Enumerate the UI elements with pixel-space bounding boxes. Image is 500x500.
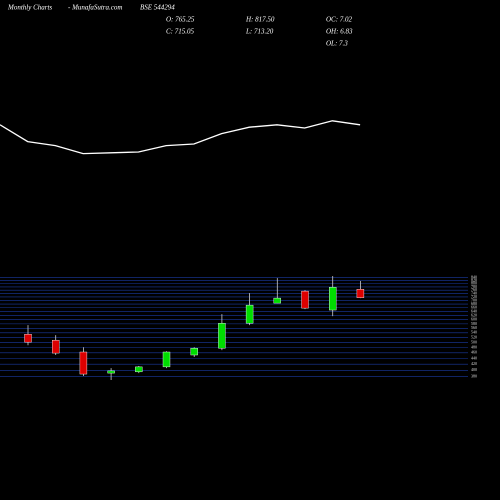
y-tick-label: 700	[471, 297, 477, 302]
y-tick-label: 540	[471, 330, 477, 335]
open-label: O: 765.25	[166, 16, 195, 24]
y-tick-label: 460	[471, 350, 477, 355]
candle-body	[329, 287, 337, 311]
candle-body	[135, 366, 143, 373]
y-tick-label: 580	[471, 321, 477, 326]
y-tick-label: 720	[471, 294, 477, 299]
candle-body	[107, 370, 115, 374]
y-tick-label: 840	[471, 275, 477, 280]
candle-body	[190, 348, 198, 356]
site-label: Monthly Charts	[7, 4, 52, 12]
y-tick-label: 760	[471, 287, 477, 292]
ol-label: OL: 7.3	[326, 40, 348, 48]
oc-label: OC: 7.02	[326, 16, 353, 24]
candle-body	[162, 351, 171, 368]
y-tick-label: 600	[471, 317, 477, 322]
candle-body	[245, 304, 254, 324]
y-tick-label: 800	[471, 281, 477, 286]
y-tick-label: 820	[471, 278, 477, 283]
high-label: H: 817.50	[245, 16, 275, 24]
y-tick-label: 740	[471, 290, 477, 295]
candle-body	[52, 339, 60, 354]
candle-body	[356, 289, 365, 298]
candle-body	[79, 351, 88, 375]
indicator-line	[0, 120, 361, 155]
y-tick-label: 520	[471, 334, 477, 339]
y-tick-label: 660	[471, 305, 477, 310]
candle-body	[301, 290, 309, 309]
symbol-label: BSE 544294	[140, 4, 175, 12]
close-label: C: 715.05	[166, 28, 195, 36]
y-tick-label: 620	[471, 312, 477, 317]
source-label: - MunafaSutra.com	[68, 4, 122, 12]
y-tick-label: 780	[471, 284, 477, 289]
oh-label: OH: 6.83	[326, 28, 353, 36]
y-tick-label: 420	[471, 361, 477, 366]
candle-body	[273, 297, 281, 304]
candle-body	[218, 323, 226, 349]
y-tick-label: 640	[471, 309, 477, 314]
y-tick-label: 400	[471, 367, 477, 372]
y-tick-label: 480	[471, 344, 477, 349]
candle-body	[24, 333, 32, 343]
y-tick-label: 440	[471, 355, 477, 360]
y-tick-label: 380	[471, 374, 477, 379]
y-tick-label: 500	[471, 339, 477, 344]
y-tick-label: 680	[471, 301, 477, 306]
low-label: L: 713.20	[245, 28, 274, 36]
y-tick-label: 560	[471, 325, 477, 330]
